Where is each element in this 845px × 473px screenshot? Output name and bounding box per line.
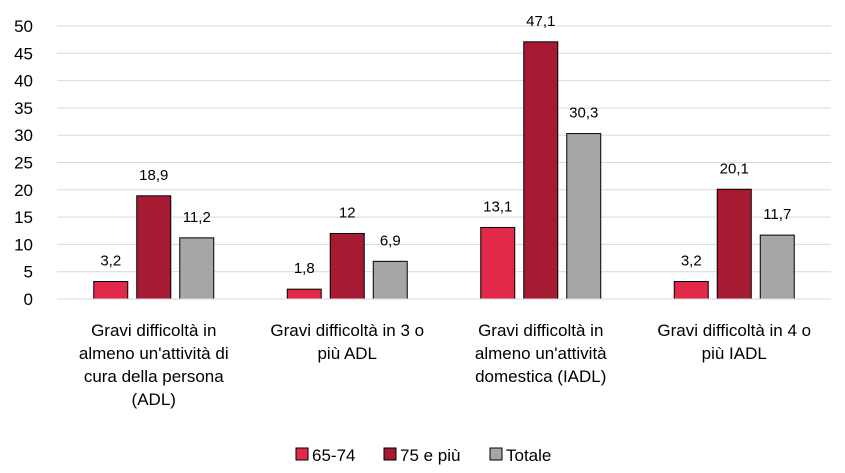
data-label-1-65-74: 3,2 [100,253,121,270]
data-labels: 3,2 18,9 11,2 1,8 12 6,9 13,1 47,1 30,3 3,2 20,1 11… [100,13,791,277]
data-label-4-75-e-più: 20,1 [720,160,749,177]
gridlines [57,25,831,273]
data-label-2-65-74: 1,8 [294,260,315,277]
category-label-2: Gravi difficoltà in 3 o più ADL [270,321,424,363]
data-label-1-Totale: 11,2 [183,209,211,226]
y-tick-label-10: 10 [14,235,33,254]
y-tick-label-50: 50 [14,17,33,36]
legend-item-Totale[interactable]: Totale [489,446,551,465]
bar-2-75-e-più [329,232,365,300]
data-label-3-75-e-più: 47,1 [526,13,555,30]
y-tick-label-35: 35 [14,99,33,118]
bar-4-75-e-più [716,188,752,300]
bar-1-65-74 [93,281,129,300]
y-tick-label-30: 30 [14,126,33,145]
data-label-2-75-e-più: 12 [339,204,356,221]
data-label-4-65-74: 3,2 [681,253,702,270]
legend[interactable]: 65-74 75 e più Totale [295,446,551,465]
y-tick-label-20: 20 [14,181,33,200]
y-tick-label-40: 40 [14,72,33,91]
bar-4-65-74 [673,281,709,300]
y-tick-label-5: 5 [24,263,33,282]
legend-swatch-Totale [489,447,503,461]
y-axis: 0 5 10 15 20 25 30 35 40 45 50 [14,17,33,309]
data-label-1-75-e-più: 18,9 [139,167,168,184]
bar-2-65-74 [286,288,322,300]
legend-swatch-75-e-più [383,447,397,461]
category-label-4: Gravi difficoltà in 4 o più IADL [657,321,811,363]
legend-item-65-74[interactable]: 65-74 [295,446,355,465]
data-label-3-Totale: 30,3 [569,105,598,122]
bar-4-Totale [759,234,795,300]
legend-label-65-74: 65-74 [312,446,355,465]
legend-label-75-e-più: 75 e più [400,446,461,465]
data-label-3-65-74: 13,1 [483,198,512,215]
bar-3-Totale [566,133,602,300]
y-tick-label-25: 25 [14,154,33,173]
y-tick-label-15: 15 [14,208,33,227]
y-tick-label-45: 45 [14,44,33,63]
legend-swatch-65-74 [295,447,309,461]
bars [93,41,795,300]
category-label-1: Gravi difficoltà in almeno un'attività di… [79,321,229,409]
legend-label-Totale: Totale [506,446,551,465]
bar-2-Totale [372,260,408,300]
bar-1-75-e-più [136,195,172,300]
bar-3-75-e-più [523,41,559,300]
bar-1-Totale [179,237,215,300]
data-label-4-Totale: 11,7 [763,206,791,223]
data-label-2-Totale: 6,9 [380,232,401,249]
bar-3-65-74 [480,226,516,300]
y-tick-label-0: 0 [24,290,33,309]
legend-item-75-e-più[interactable]: 75 e più [383,446,461,465]
x-axis: Gravi difficoltà in almeno un'attività di… [57,298,831,409]
category-label-3: Gravi difficoltà in almeno un'attività dom… [475,321,607,386]
